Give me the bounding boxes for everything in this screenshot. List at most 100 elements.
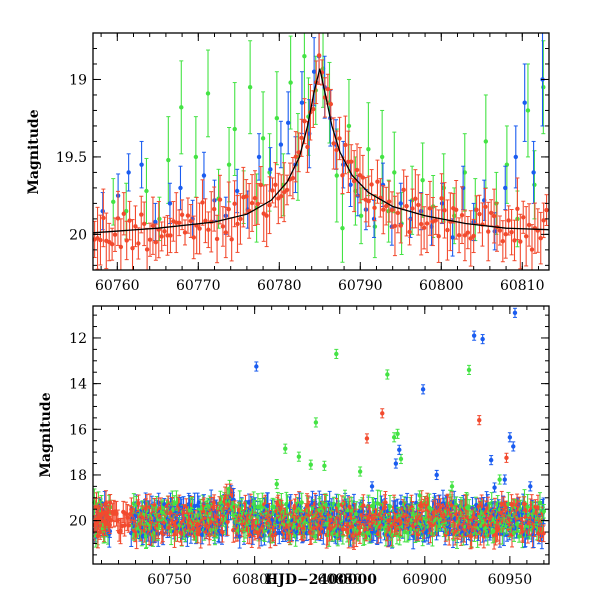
data-point [404,175,409,237]
data-point [156,200,161,259]
data-point [364,433,370,444]
data-point [200,179,205,226]
bottom-panel-data-points [92,307,547,550]
data-point [290,157,296,200]
data-point [541,202,546,239]
data-point [385,369,390,380]
data-point [136,494,141,512]
data-point [325,73,331,105]
data-point [357,147,363,204]
data-point [313,417,319,428]
data-point [393,458,399,469]
data-point [395,192,401,234]
data-point [491,188,497,244]
x-tick-label: 60810 [500,278,545,294]
data-point [256,133,262,181]
data-point [127,505,133,524]
data-point [126,153,131,192]
data-point [191,215,196,260]
data-point [468,210,473,267]
data-point [397,444,402,455]
bottom-panel-frame [92,305,550,565]
data-point [456,217,462,254]
data-point [416,174,421,236]
data-point [249,174,255,232]
data-point [398,453,404,465]
data-point [528,481,533,492]
x-tick-label: 60850 [317,572,362,588]
bottom-x-axis-title: HJD−2400000 [265,572,377,588]
data-point [98,214,103,266]
top-panel-model-curve [92,68,550,234]
data-point [471,330,477,341]
data-point [509,208,514,256]
data-point [392,195,398,257]
x-tick-label: 60770 [176,278,221,294]
data-point [503,165,508,211]
data-point [247,40,253,135]
data-point [541,524,546,543]
data-point [439,173,444,224]
data-point [509,521,515,548]
data-point [449,481,455,492]
data-point [211,186,217,232]
y-tick-label: 19 [69,72,87,88]
data-point [386,180,392,223]
data-point [497,474,502,485]
data-point [179,60,184,155]
data-point [381,185,386,235]
data-point [252,170,258,226]
data-point [124,220,129,261]
data-point [178,165,183,211]
data-point [544,194,549,226]
data-point [237,524,242,549]
top-panel-data-points [92,32,549,271]
data-point [535,208,541,253]
data-point [95,206,100,270]
data-point [302,32,307,104]
data-point [459,186,465,245]
data-point [433,205,438,235]
data-point [421,206,427,250]
data-point [194,196,199,255]
data-point [360,154,366,201]
data-point [203,198,208,244]
data-point [205,49,211,138]
data-point [413,169,418,229]
data-point [424,193,430,254]
data-point [529,224,535,271]
data-point [503,209,508,259]
data-point [133,205,138,248]
bottom-panel-full-light-curve: 60750 60800 60850 60900 60950 12 14 16 18 20 Magn… [38,305,550,588]
data-point [232,180,237,228]
data-point [341,140,346,189]
data-point [284,174,290,206]
data-point [268,147,273,192]
data-point [541,40,546,135]
data-point [474,195,479,225]
data-point [511,441,516,452]
data-point [118,218,124,271]
data-point [506,205,511,236]
data-point [504,452,509,463]
data-point [369,481,375,492]
data-point [420,384,426,395]
bottom-y-axis-title: Magnitude [38,392,54,477]
data-point [136,227,141,260]
data-point [111,178,116,226]
data-point [448,192,453,252]
data-point [296,451,302,462]
data-point [139,140,144,189]
data-point [380,408,385,419]
data-point [358,187,364,245]
data-point [273,522,278,547]
data-point [144,227,150,271]
data-point [488,455,494,466]
data-point [372,194,377,222]
data-point [379,109,385,204]
data-point [418,192,424,256]
x-tick-label: 60780 [257,278,302,294]
data-point [518,213,523,270]
data-point [477,194,482,234]
